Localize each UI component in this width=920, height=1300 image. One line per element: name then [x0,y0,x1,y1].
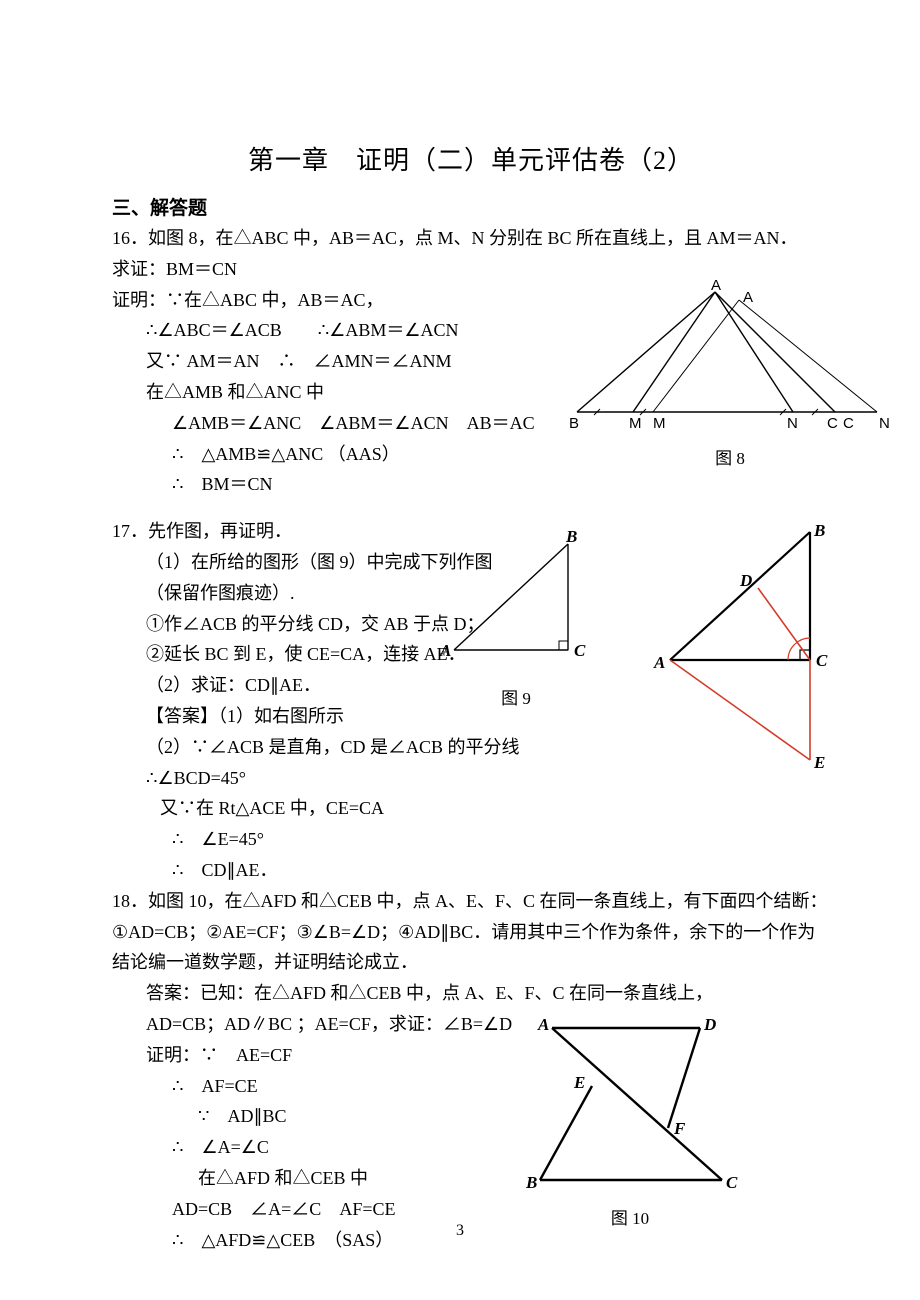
q17-l12: ∴ CD∥AE． [112,856,830,885]
svg-text:C: C [726,1173,738,1192]
svg-text:A: A [743,289,753,306]
svg-text:C: C [574,641,586,660]
q18-l2: ①AD=CB；②AE=CF；③∠B=∠D；④AD∥BC．请用其中三个作为条件，余… [112,918,830,947]
figure-9-label: 图 9 [436,684,596,709]
svg-text:A: A [439,641,451,660]
figure-9-left: A B C 图 9 [436,530,596,709]
svg-text:A: A [653,653,665,672]
figure-9-right-svg: A B C D E [650,520,840,780]
svg-text:F: F [673,1119,686,1138]
svg-text:B: B [525,1173,537,1192]
svg-text:A: A [537,1015,549,1034]
svg-text:B: B [813,521,825,540]
svg-text:N: N [879,415,890,432]
figure-10: ADBCEF 图 10 [520,1010,740,1229]
figure-8-svg: A A B MM N CC N [565,280,895,440]
q16-l9: ∴ BM＝CN [112,470,830,499]
page-number: 3 [0,1222,920,1240]
svg-text:A: A [711,280,721,294]
svg-text:N: N [787,415,798,432]
svg-text:C: C [843,415,854,432]
figure-8-label: 图 8 [565,444,895,469]
figure-9-left-svg: A B C [436,530,596,680]
q16-l1: 16．如图 8，在△ABC 中，AB＝AC，点 M、N 分别在 BC 所在直线上… [112,224,830,253]
svg-text:M: M [653,415,666,432]
svg-text:B: B [569,415,579,432]
page: 第一章 证明（二）单元评估卷（2） 三、解答题 16．如图 8，在△ABC 中，… [0,0,920,1300]
figure-10-svg: A D B C E F [520,1010,740,1200]
figure-8: A A B MM N CC N 图 8 [565,280,895,469]
q18-l1: 18．如图 10，在△AFD 和△CEB 中，点 A、E、F、C 在同一条直线上… [112,887,830,916]
svg-text:D: D [703,1015,716,1034]
svg-text:C: C [816,651,828,670]
page-title: 第一章 证明（二）单元评估卷（2） [112,140,830,177]
svg-text:D: D [739,571,752,590]
svg-text:E: E [573,1073,585,1092]
svg-text:E: E [813,753,825,772]
svg-text:C: C [827,415,838,432]
q18-l3: 结论编一道数学题，并证明结论成立． [112,948,830,977]
figure-9-right: A B C D E [650,520,840,780]
svg-text:M: M [629,415,642,432]
q17-l10: 又∵在 Rt△ACE 中，CE=CA [112,794,830,823]
q18-l4: 答案：已知：在△AFD 和△CEB 中，点 A、E、F、C 在同一条直线上， [112,979,830,1008]
section-3-heading: 三、解答题 [112,193,830,220]
q17-l11: ∴ ∠E=45° [112,825,830,854]
svg-text:B: B [565,530,577,546]
